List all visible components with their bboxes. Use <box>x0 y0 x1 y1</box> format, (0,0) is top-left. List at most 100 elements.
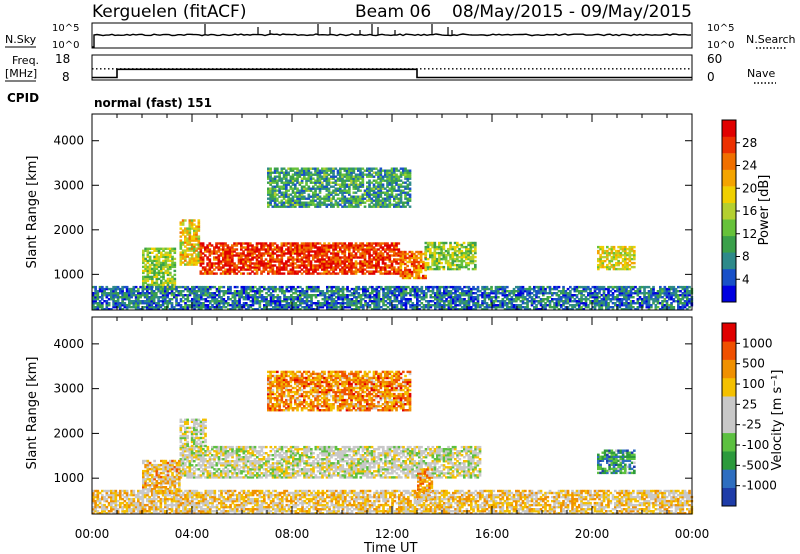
heatmap-cell <box>610 265 614 269</box>
heatmap-cell <box>253 248 257 251</box>
heatmap-cell <box>417 264 421 268</box>
heatmap-cell <box>303 171 306 174</box>
heatmap-cell <box>305 169 308 172</box>
heatmap-cell <box>265 298 268 301</box>
heatmap-cell <box>208 266 212 269</box>
heatmap-cell <box>397 254 401 257</box>
heatmap-cell <box>377 197 380 200</box>
heatmap-cell <box>409 304 412 307</box>
heatmap-cell <box>384 262 387 265</box>
heatmap-cell <box>533 294 536 297</box>
heatmap-cell <box>285 187 288 190</box>
heatmap-cell <box>245 292 248 295</box>
heatmap-cell <box>354 179 358 182</box>
heatmap-cell <box>386 244 389 247</box>
heatmap-cell <box>233 292 237 295</box>
heatmap-cell <box>325 185 329 188</box>
heatmap-cell <box>170 308 174 311</box>
heatmap-cell <box>381 177 385 180</box>
heatmap-cell <box>352 191 356 194</box>
heatmap-cell <box>521 302 525 305</box>
heatmap-cell <box>314 285 318 289</box>
heatmap-cell <box>341 308 345 311</box>
heatmap-cell <box>291 258 295 261</box>
heatmap-cell <box>354 246 358 249</box>
heatmap-cell <box>215 242 218 245</box>
heatmap-cell <box>449 290 453 293</box>
heatmap-cell <box>271 193 275 196</box>
heatmap-cell <box>137 300 140 303</box>
heatmap-cell <box>231 302 235 305</box>
heatmap-cell <box>526 302 529 305</box>
heatmap-cell <box>316 201 320 204</box>
heatmap-cell <box>440 298 444 301</box>
heatmap-cell <box>435 245 439 249</box>
heatmap-cell <box>345 175 349 178</box>
heatmap-cell <box>305 287 309 291</box>
heatmap-cell <box>173 273 177 277</box>
heatmap-cell <box>433 247 437 251</box>
heatmap-cell <box>274 302 277 305</box>
heatmap-cell <box>352 177 356 180</box>
heatmap-cell <box>413 262 416 266</box>
heatmap-cell <box>237 266 241 269</box>
heatmap-cell <box>501 287 505 291</box>
heatmap-cell <box>307 187 311 190</box>
heatmap-cell <box>291 191 295 194</box>
heatmap-cell <box>528 300 532 303</box>
heatmap-cell <box>337 306 340 309</box>
heatmap-cell <box>533 298 536 301</box>
heatmap-cell <box>440 251 443 255</box>
heatmap-cell <box>240 296 244 299</box>
heatmap-cell <box>244 264 248 267</box>
heatmap-cell <box>327 199 331 202</box>
heatmap-cell <box>208 270 212 273</box>
heatmap-cell <box>110 298 113 301</box>
heatmap-cell <box>305 285 309 289</box>
heatmap-cell <box>591 296 595 299</box>
heatmap-cell <box>96 302 100 305</box>
heatmap-cell <box>201 242 205 245</box>
heatmap-cell <box>175 290 178 293</box>
heatmap-cell <box>382 302 385 305</box>
heatmap-cell <box>354 199 358 202</box>
heatmap-cell <box>269 268 272 271</box>
heatmap-cell <box>343 181 347 184</box>
heatmap-cell <box>98 296 102 299</box>
heatmap-cell <box>175 285 178 289</box>
heatmap-cell <box>263 285 266 289</box>
heatmap-cell <box>291 248 295 251</box>
heatmap-cell <box>168 298 172 301</box>
heatmap-cell <box>407 298 410 301</box>
heatmap-cell <box>289 256 293 259</box>
heatmap-cell <box>411 306 415 309</box>
heatmap-cell <box>596 300 599 303</box>
heatmap-cell <box>273 181 277 184</box>
heatmap-cell <box>352 244 356 247</box>
heatmap-cell <box>373 290 376 293</box>
heatmap-cell <box>512 308 516 311</box>
heatmap-cell <box>220 290 223 293</box>
heatmap-cell <box>359 256 362 259</box>
heatmap-cell <box>361 256 365 259</box>
heatmap-cell <box>305 242 308 245</box>
noise-panel: N.Sky 10^5 10^0 10^5 10^0 N.Search <box>5 22 796 51</box>
heatmap-cell <box>281 285 284 289</box>
heatmap-cell <box>238 306 241 309</box>
heatmap-cell <box>323 199 326 202</box>
heatmap-cell <box>372 167 376 170</box>
heatmap-cell <box>406 203 410 206</box>
heatmap-cell <box>578 285 581 289</box>
heatmap-cell <box>260 242 263 245</box>
heatmap-cell <box>112 302 115 305</box>
heatmap-cell <box>386 256 389 259</box>
heatmap-cell <box>434 296 437 299</box>
heatmap-cell <box>573 304 577 307</box>
heatmap-cell <box>291 242 295 245</box>
heatmap-cell <box>184 249 187 252</box>
heatmap-cell <box>294 199 297 202</box>
heatmap-cell <box>235 266 239 269</box>
heatmap-cell <box>142 261 145 265</box>
heatmap-cell <box>269 183 272 186</box>
heatmap-cell <box>368 167 371 170</box>
